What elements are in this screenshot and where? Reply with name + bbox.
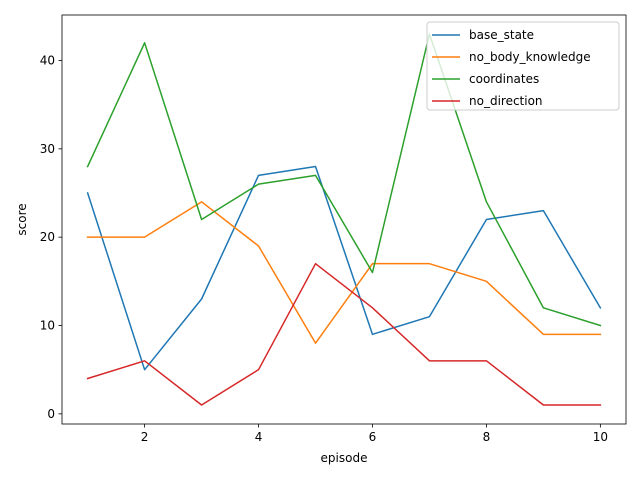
y-tick-label: 20 bbox=[40, 230, 55, 244]
x-tick-label: 6 bbox=[369, 430, 377, 444]
legend-label-coordinates: coordinates bbox=[469, 72, 539, 86]
x-tick-label: 4 bbox=[255, 430, 263, 444]
x-axis-label: episode bbox=[321, 451, 368, 465]
series-line-no-body-knowledge bbox=[86, 201, 602, 344]
y-tick-label: 40 bbox=[40, 53, 55, 67]
series-line-coordinates bbox=[86, 33, 602, 327]
x-tick-label: 10 bbox=[593, 430, 608, 444]
x-axis: 2 4 6 8 10 bbox=[141, 424, 608, 444]
series-line-no-direction bbox=[86, 262, 602, 406]
x-tick-label: 2 bbox=[141, 430, 149, 444]
y-tick-label: 0 bbox=[47, 407, 55, 421]
series-layer bbox=[86, 33, 602, 406]
y-axis-label: score bbox=[15, 203, 29, 235]
legend-label-base-state: base_state bbox=[469, 28, 534, 42]
legend-label-no-direction: no_direction bbox=[469, 94, 543, 108]
y-tick-label: 30 bbox=[40, 142, 55, 156]
y-tick-label: 10 bbox=[40, 319, 55, 333]
legend-box bbox=[426, 21, 620, 111]
legend-label-no-body-knowledge: no_body_knowledge bbox=[469, 50, 591, 64]
series-line-base-state bbox=[86, 165, 602, 371]
y-axis: 0 10 20 30 40 bbox=[40, 53, 62, 421]
plot-frame bbox=[61, 14, 627, 425]
legend: base_state no_body_knowledge coordinates no… bbox=[426, 21, 620, 111]
x-tick-label: 8 bbox=[483, 430, 491, 444]
